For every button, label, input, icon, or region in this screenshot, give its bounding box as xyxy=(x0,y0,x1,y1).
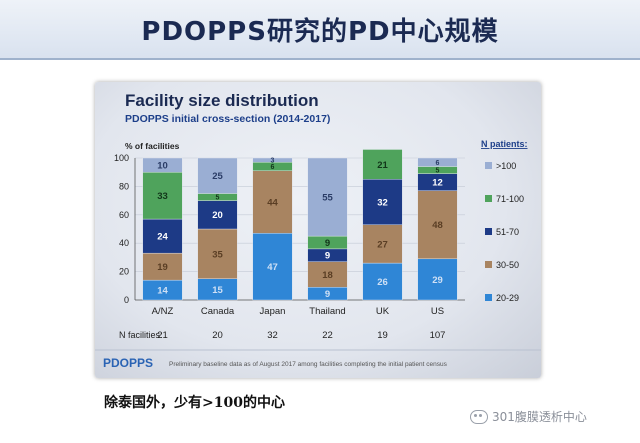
x-tick-label: Canada xyxy=(201,306,235,317)
bar-segment xyxy=(307,261,348,288)
legend: >100 71-100 51-70 30-50 20-29 xyxy=(485,161,524,303)
watermark: 301腹膜透析中心 xyxy=(470,408,587,425)
stacked-bar-chart: Facility size distribution PDOPPS initia… xyxy=(95,91,541,370)
legend-label: >100 xyxy=(496,161,516,171)
bar-segment xyxy=(417,157,458,167)
slide-photo: Facility size distribution PDOPPS initia… xyxy=(95,82,541,378)
wechat-icon xyxy=(470,409,488,424)
data-label: 5 xyxy=(436,168,440,175)
x-tick-label: Japan xyxy=(260,306,286,317)
data-label: 10 xyxy=(157,161,168,172)
legend-label: 51-70 xyxy=(496,227,519,237)
bar-segment xyxy=(142,171,183,220)
data-label: 6 xyxy=(271,164,275,171)
data-label: 14 xyxy=(157,285,168,296)
y-tick-label: 20 xyxy=(119,267,129,277)
data-label: 5 xyxy=(216,195,220,202)
data-label: 48 xyxy=(432,220,443,231)
data-label: 18 xyxy=(322,270,333,281)
x-tick-label: Thailand xyxy=(309,306,345,317)
data-label: 9 xyxy=(325,289,330,300)
bar-segment xyxy=(362,262,403,301)
legend-label: 30-50 xyxy=(496,260,519,270)
bar-segment xyxy=(362,179,403,225)
y-axis-label: % of facilities xyxy=(125,141,180,151)
watermark-text: 301腹膜透析中心 xyxy=(492,410,587,424)
bar-segment xyxy=(362,224,403,264)
bar-segment xyxy=(362,149,403,180)
bar-segment xyxy=(307,157,348,237)
data-label: 44 xyxy=(267,197,278,208)
pdopps-logo: PDOPPS xyxy=(103,356,153,370)
plot-area: 0204060801001419243310A/NZ21153520525Can… xyxy=(114,149,465,341)
bar-segment xyxy=(142,218,183,254)
data-label: 24 xyxy=(157,232,168,243)
y-tick-label: 40 xyxy=(119,238,129,248)
data-label: 3 xyxy=(271,158,275,165)
bar-segment xyxy=(252,157,293,163)
bar-segment xyxy=(252,233,293,301)
data-label: 29 xyxy=(432,275,443,286)
legend-swatch xyxy=(485,162,492,169)
y-tick-label: 100 xyxy=(114,153,129,163)
x-tick-label: UK xyxy=(376,306,390,317)
data-label: 47 xyxy=(267,262,278,273)
y-tick-label: 0 xyxy=(124,295,129,305)
bar-segment xyxy=(197,228,238,279)
x-tick-label: A/NZ xyxy=(152,306,174,317)
footnote: Preliminary baseline data as of August 2… xyxy=(169,361,448,368)
n-facilities-label: N facilities: xyxy=(119,330,163,340)
data-label: 25 xyxy=(212,171,223,182)
n-facilities-value: 32 xyxy=(267,330,278,341)
data-label: 15 xyxy=(212,285,223,296)
data-label: 33 xyxy=(157,191,168,202)
x-tick-label: US xyxy=(431,306,444,317)
slide-caption: 除泰国外，少有>100的中心 xyxy=(104,395,285,411)
data-label: 27 xyxy=(377,239,388,250)
legend-label: 71-100 xyxy=(496,194,524,204)
legend-label: 20-29 xyxy=(496,293,519,303)
n-facilities-value: 21 xyxy=(157,330,168,341)
data-label: 35 xyxy=(212,249,223,260)
data-label: 26 xyxy=(377,277,388,288)
data-label: 19 xyxy=(157,262,168,273)
legend-swatch xyxy=(485,228,492,235)
n-facilities-value: 19 xyxy=(377,330,388,341)
legend-swatch xyxy=(485,294,492,301)
n-facilities-value: 20 xyxy=(212,330,223,341)
bar-segment xyxy=(252,170,293,234)
bar-segment xyxy=(197,200,238,230)
chart-title: Facility size distribution xyxy=(125,91,319,110)
n-facilities-value: 22 xyxy=(322,330,333,341)
data-label: 32 xyxy=(377,197,388,208)
data-label: 21 xyxy=(377,160,388,171)
y-tick-label: 80 xyxy=(119,181,129,191)
data-label: 9 xyxy=(325,251,330,262)
data-label: 6 xyxy=(436,160,440,167)
bar-segment xyxy=(142,252,183,281)
bar-segment xyxy=(417,190,458,260)
slide-header: PDOPPS研究的PD中心规模 xyxy=(0,0,640,60)
data-label: 9 xyxy=(325,238,330,249)
y-tick-label: 60 xyxy=(119,210,129,220)
data-label: 55 xyxy=(322,192,333,203)
chart-subtitle: PDOPPS initial cross-section (2014-2017) xyxy=(125,113,330,125)
data-label: 20 xyxy=(212,210,223,221)
legend-title: N patients: xyxy=(481,139,528,149)
slide-title: PDOPPS研究的PD中心规模 xyxy=(141,16,499,47)
bar-segment xyxy=(197,157,238,194)
legend-swatch xyxy=(485,195,492,202)
n-facilities-value: 107 xyxy=(430,330,446,341)
bar-segment xyxy=(417,258,458,301)
bar-segment xyxy=(142,157,183,173)
legend-swatch xyxy=(485,261,492,268)
data-label: 12 xyxy=(432,178,443,189)
